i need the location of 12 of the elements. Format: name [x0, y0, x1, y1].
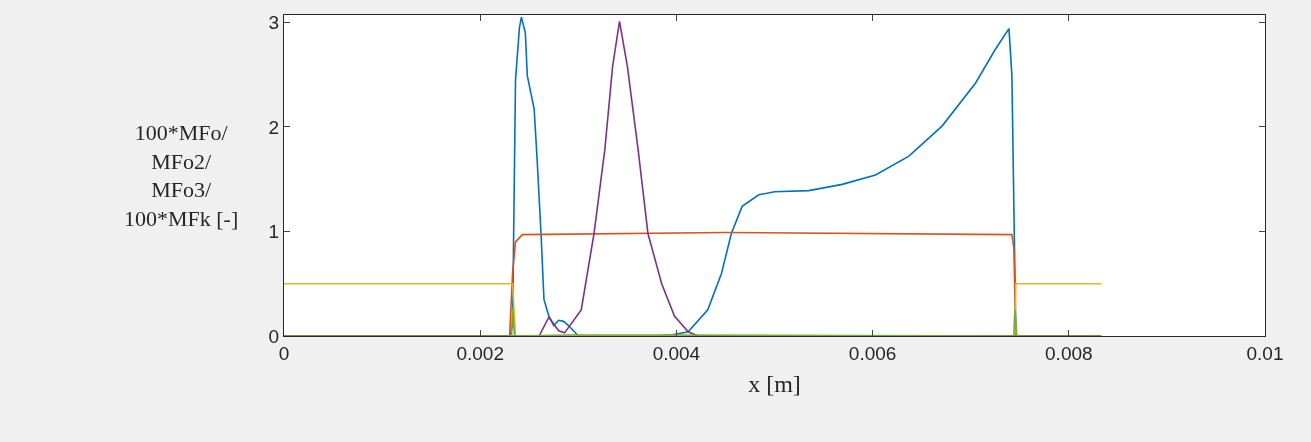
y-axis-title: 100*MFo/ MFo2/ MFo3/ 100*MFk [-]: [124, 120, 239, 231]
x-axis-title: x [m]: [748, 371, 801, 398]
x-tick-label: 0.006: [848, 342, 897, 364]
line-series: [284, 306, 1102, 336]
x-tick-label: 0.002: [456, 342, 504, 364]
y-tick-label: 1: [268, 221, 280, 243]
x-tick-label: 0.008: [1045, 342, 1093, 364]
y-tick-label: 3: [268, 11, 280, 33]
y-tick-label: 0: [268, 325, 280, 347]
x-tick-label: 0.004: [652, 342, 701, 364]
x-tick-label: 0.01: [1246, 342, 1284, 364]
y-tick-label: 2: [268, 116, 280, 138]
